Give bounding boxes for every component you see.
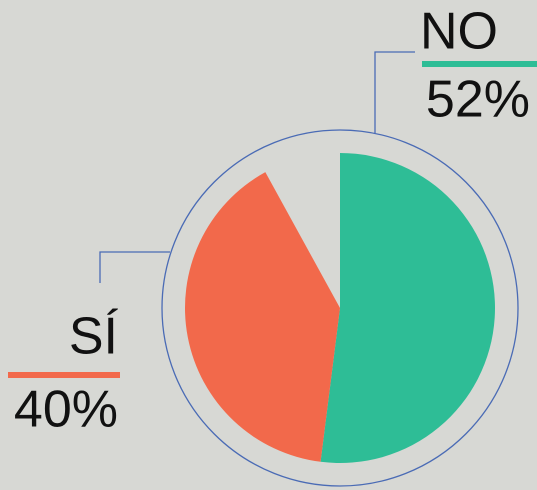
outer-ring [161, 129, 519, 487]
label-underline [422, 61, 537, 67]
category-label: NO [420, 3, 498, 61]
value-label: 40% [14, 381, 118, 439]
leader-line [374, 51, 415, 133]
leader-line [99, 251, 170, 283]
category-label: SÍ [69, 308, 119, 366]
pie-slice [320, 153, 496, 463]
value-label: 52% [426, 71, 530, 129]
label-underline [8, 372, 120, 378]
pie-slice [185, 172, 340, 462]
